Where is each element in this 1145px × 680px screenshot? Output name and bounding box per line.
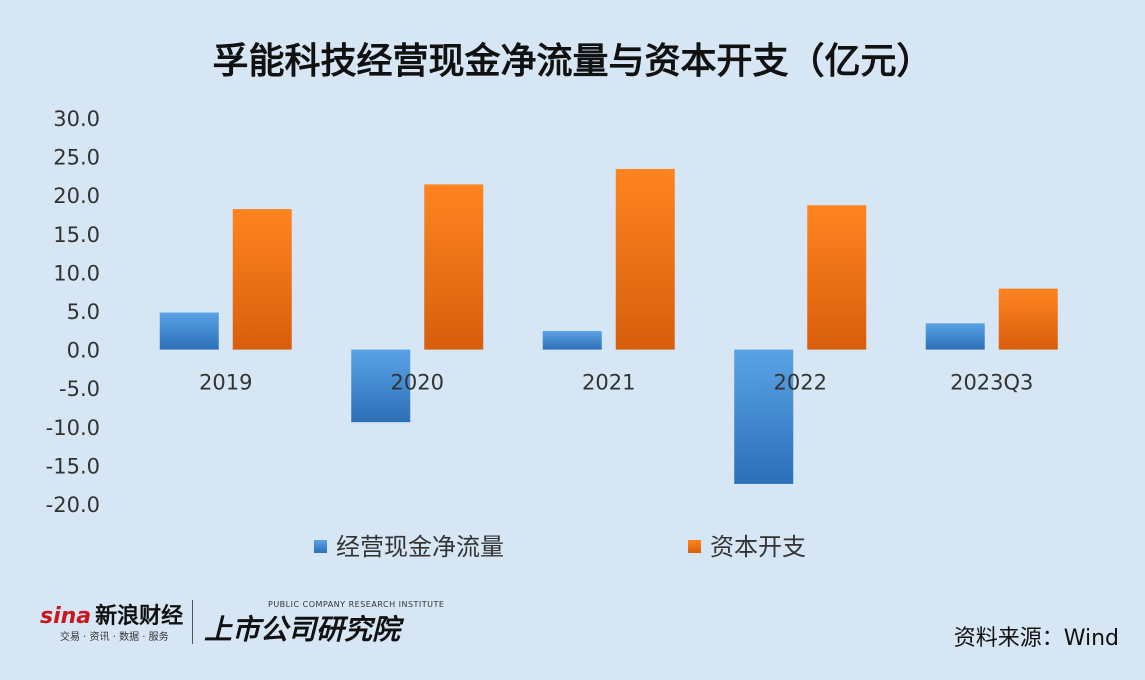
y-tick-label: 30.0 [53, 107, 100, 131]
bar-capex-2022 [807, 205, 867, 350]
bar-operating-cash-flow-2022 [734, 349, 794, 484]
y-tick-label: 20.0 [53, 184, 100, 208]
x-tick-label: 2019 [199, 371, 252, 395]
y-tick-label: 15.0 [53, 223, 100, 247]
x-tick-label: 2022 [774, 371, 827, 395]
bar-chart: 30.0 25.0 20.0 15.0 10.0 5.0 0.0 -5.0 -10.0 -15.0… [46, 107, 1058, 561]
legend-label: 经营现金净流量 [336, 533, 504, 561]
legend-swatch [688, 540, 701, 553]
y-axis: 30.0 25.0 20.0 15.0 10.0 5.0 0.0 -5.0 -10.0 -15.0… [46, 107, 100, 517]
y-tick-label: 25.0 [53, 146, 100, 170]
x-axis: 2019 2020 2021 2022 2023Q3 [199, 371, 1033, 395]
x-tick-label: 2020 [391, 371, 444, 395]
y-tick-label: 10.0 [53, 261, 100, 285]
y-tick-label: -5.0 [59, 377, 100, 401]
bar-operating-cash-flow-2021 [542, 331, 602, 350]
source-note: 资料来源：Wind [953, 626, 1119, 651]
chart-title: 孚能科技经营现金净流量与资本开支（亿元） [212, 41, 933, 82]
y-tick-label: -20.0 [46, 493, 100, 517]
bar-operating-cash-flow-2023Q3 [925, 323, 985, 350]
bar-capex-2019 [232, 209, 292, 350]
y-tick-label: 5.0 [67, 300, 100, 324]
bar-capex-2021 [615, 168, 675, 350]
x-tick-label: 2023Q3 [950, 371, 1033, 395]
institute-subtitle: PUBLIC COMPANY RESEARCH INSTITUTE [268, 600, 445, 609]
bars [159, 168, 1058, 484]
y-tick-label: 0.0 [67, 339, 100, 363]
sina-subtitle: 交易 · 资讯 · 数据 · 服务 [60, 632, 169, 643]
sina-logo: sina 新浪财经 [40, 604, 184, 629]
y-tick-label: -10.0 [46, 416, 100, 440]
y-tick-label: -15.0 [46, 454, 100, 478]
x-tick-label: 2021 [582, 371, 635, 395]
bar-operating-cash-flow-2019 [159, 312, 219, 350]
legend-label: 资本开支 [710, 533, 806, 561]
bar-capex-2023Q3 [998, 288, 1058, 350]
bar-operating-cash-flow-2020 [351, 349, 411, 423]
divider [192, 600, 193, 644]
sina-name: 新浪财经 [95, 604, 184, 629]
bar-capex-2020 [424, 184, 484, 350]
institute-logo: 上市公司研究院 [204, 613, 401, 646]
legend-swatch [314, 540, 327, 553]
legend: 经营现金净流量 资本开支 [314, 533, 806, 561]
